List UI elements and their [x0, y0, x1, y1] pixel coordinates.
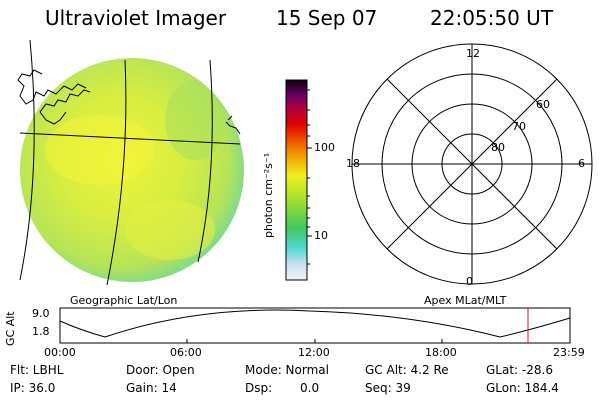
mlat-label-80: 80 — [491, 141, 505, 154]
mlt-label-0: 0 — [466, 275, 473, 288]
time-tick-1800: 18:00 — [425, 346, 457, 359]
colorbar-tick-10: 10 — [314, 229, 328, 242]
time-tick-2359: 23:59 — [553, 346, 585, 359]
time-tick-0000: 00:00 — [44, 346, 76, 359]
date-label: 15 Sep 07 — [276, 6, 378, 30]
apex-caption: Apex MLat/MLT — [424, 294, 507, 307]
door-info: Door: Open — [126, 363, 195, 377]
mlat-label-70: 70 — [512, 120, 526, 133]
altitude-plot — [59, 307, 571, 344]
mlat-label-60: 60 — [536, 98, 550, 111]
seq-info: Seq: 39 — [365, 381, 411, 395]
geographic-caption: Geographic Lat/Lon — [70, 294, 178, 307]
altitude-ytick-9: 9.0 — [32, 307, 50, 320]
time-tick-0600: 06:00 — [170, 346, 202, 359]
polar-plot — [351, 43, 593, 285]
time-label: 22:05:50 UT — [430, 6, 554, 30]
altitude-ylabel: GC Alt — [4, 311, 17, 346]
dsp-label: Dsp: — [245, 381, 273, 395]
time-tick-1200: 12:00 — [298, 346, 330, 359]
mlt-label-12: 12 — [466, 47, 480, 60]
filter-info: Flt: LBHL — [10, 363, 64, 377]
coastline — [17, 69, 241, 135]
altitude-curve — [59, 309, 571, 338]
mode-info: Mode: Normal — [245, 363, 329, 377]
colorbar — [285, 79, 312, 281]
mlt-label-6: 6 — [578, 157, 585, 170]
uv-image-disk — [17, 39, 244, 286]
glon-info: GLon: 184.4 — [486, 381, 559, 395]
ip-info: IP: 36.0 — [10, 381, 56, 395]
gc-alt-info: GC Alt: 4.2 Re — [365, 363, 449, 377]
instrument-title: Ultraviolet Imager — [45, 6, 227, 30]
colorbar-tick-100: 100 — [314, 141, 335, 154]
mlt-label-18: 18 — [346, 157, 360, 170]
gain-info: Gain: 14 — [126, 381, 177, 395]
glat-info: GLat: -28.6 — [486, 363, 553, 377]
dsp-value: 0.0 — [300, 381, 320, 395]
colorbar-unit-label: photon cm⁻²s⁻¹ — [262, 152, 275, 238]
altitude-ytick-1-8: 1.8 — [32, 325, 50, 338]
